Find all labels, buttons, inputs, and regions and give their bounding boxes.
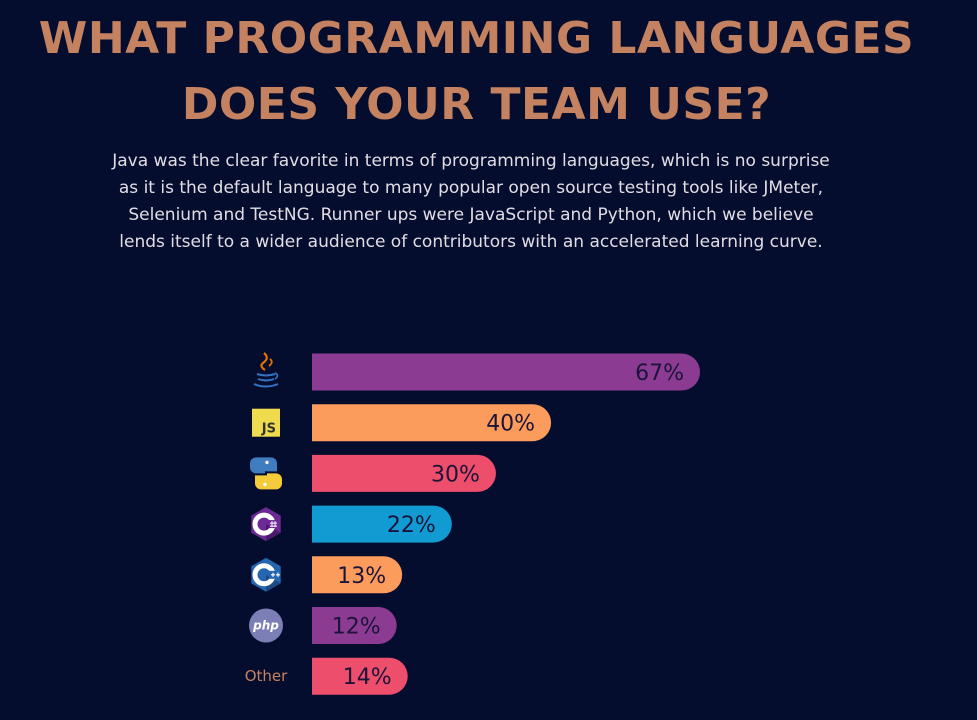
value-label: 12% <box>332 615 381 640</box>
title-line-2: DOES YOUR TEAM USE? <box>181 79 772 130</box>
title-line-1: WHAT PROGRAMMING LANGUAGES <box>38 13 915 64</box>
value-label: 14% <box>343 665 392 690</box>
php-icon: php <box>249 608 283 643</box>
value-label: 30% <box>431 462 480 487</box>
javascript-icon-label: JS <box>261 422 276 437</box>
python-icon <box>250 457 282 490</box>
value-label: 67% <box>635 361 684 386</box>
svg-text:Other: Other <box>245 667 288 685</box>
page-title: WHAT PROGRAMMING LANGUAGES DOES YOUR TEA… <box>0 6 977 138</box>
bar-java <box>312 353 700 391</box>
bar-other <box>312 657 408 695</box>
bar-c- <box>312 556 403 594</box>
bar-python <box>312 454 496 492</box>
value-label: 40% <box>486 412 535 437</box>
value-label: 22% <box>387 513 436 538</box>
category-label-other: Other <box>245 667 288 685</box>
value-label: 13% <box>337 564 386 589</box>
bar-c- <box>312 505 452 543</box>
intro-paragraph: Java was the clear favorite in terms of … <box>112 151 830 252</box>
csharp-icon <box>251 507 281 542</box>
php-icon-label: php <box>252 619 279 633</box>
java-icon <box>253 352 279 388</box>
javascript-icon: JS <box>252 408 280 437</box>
bar-php <box>312 607 397 644</box>
bar-javascript <box>312 404 552 442</box>
cplusplus-icon <box>251 557 281 592</box>
